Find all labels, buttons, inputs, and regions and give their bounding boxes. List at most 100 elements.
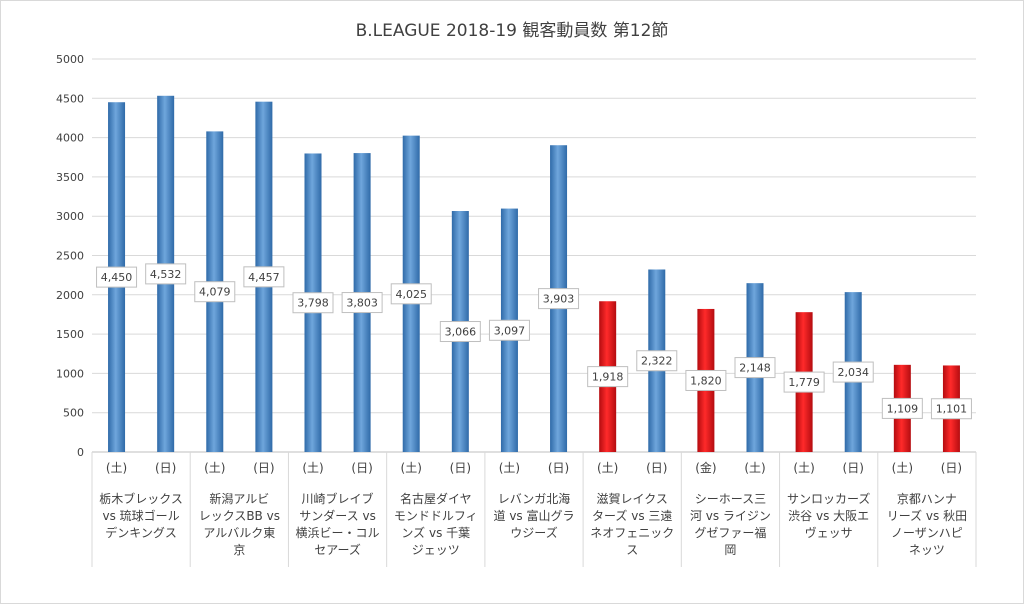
data-label-box (194, 281, 236, 303)
data-label: 4,532 (150, 268, 182, 281)
day-label: (日) (843, 461, 864, 475)
data-label-box (145, 263, 187, 285)
data-label: 1,109 (887, 402, 919, 415)
data-label-box (832, 361, 874, 383)
day-label: (土) (302, 461, 323, 475)
group-label: ノーザンハピ (891, 526, 963, 540)
y-tick-label: 4000 (56, 132, 84, 145)
day-label: (日) (155, 461, 176, 475)
day-label: (土) (401, 461, 422, 475)
data-label-box (439, 321, 481, 343)
group-label: シーホース三 (695, 492, 766, 506)
data-label: 4,079 (199, 286, 231, 299)
group-label: ンズ vs 千葉 (401, 525, 470, 540)
day-label: (土) (204, 461, 225, 475)
group-label: 渋谷 vs 大阪エ (788, 509, 869, 523)
y-tick-label: 0 (77, 446, 84, 459)
data-label-box (783, 371, 825, 393)
day-label: (日) (646, 461, 667, 475)
data-label-box (341, 292, 383, 314)
data-label-box (734, 357, 776, 379)
y-tick-label: 3000 (56, 210, 84, 223)
group-label: 横浜ビー・コル (296, 526, 380, 540)
data-label-box (96, 266, 138, 288)
group-label: 川崎ブレイブ (302, 491, 374, 506)
data-label: 3,803 (346, 297, 378, 310)
gridlines (92, 58, 976, 453)
group-label: ジェッツ (412, 543, 460, 557)
data-label-box (636, 350, 678, 372)
data-label: 2,034 (837, 366, 869, 379)
data-label-box (390, 283, 432, 305)
chart-title: B.LEAGUE 2018-19 観客動員数 第12節 (356, 21, 669, 41)
y-tick-label: 5000 (56, 53, 84, 66)
group-label: アルバルク東 (203, 526, 275, 540)
data-label: 3,903 (543, 293, 575, 306)
group-label: vs 琉球ゴール (103, 508, 180, 523)
y-tick-label: 2000 (56, 289, 84, 302)
day-label: (日) (941, 461, 962, 475)
group-label: 名古屋ダイヤ (400, 491, 472, 506)
data-label: 2,148 (739, 362, 771, 375)
y-tick-label: 4500 (56, 92, 84, 105)
data-label: 3,066 (445, 326, 477, 339)
data-label: 3,798 (297, 297, 329, 310)
data-label: 3,097 (494, 324, 526, 337)
group-label: 京都ハンナ (897, 492, 957, 506)
group-label: リーズ vs 秋田 (887, 508, 967, 523)
group-label: サンダース vs (299, 508, 376, 523)
data-label-box (243, 266, 285, 288)
group-label: ウジーズ (510, 525, 557, 540)
group-label: レバンガ北海 (498, 491, 571, 506)
group-label: 滋賀レイクス (597, 492, 668, 506)
group-label: 京 (233, 543, 245, 557)
data-label: 2,322 (641, 355, 673, 368)
data-label-box (881, 397, 923, 419)
day-label: (金) (695, 460, 716, 475)
data-label-box (292, 292, 334, 314)
group-label: デンキングス (105, 525, 177, 540)
day-label: (土) (106, 461, 127, 475)
data-label-box (930, 398, 972, 420)
data-label: 4,450 (101, 271, 133, 284)
group-label: セアーズ (314, 542, 361, 557)
group-label: レックスBB vs (199, 509, 280, 523)
group-label: モンドドルフィ (394, 509, 478, 523)
group-label: 栃木ブレックス (99, 491, 183, 506)
day-label: (日) (548, 461, 569, 475)
data-label: 4,025 (395, 288, 427, 301)
group-label: ヴェッサ (805, 525, 853, 540)
data-label: 1,918 (592, 371, 624, 384)
day-label: (日) (253, 461, 274, 475)
data-label-box (587, 366, 629, 388)
group-label: サンロッカーズ (787, 491, 870, 506)
data-label: 1,820 (690, 374, 722, 387)
group-label: ネッツ (909, 543, 945, 557)
day-label: (日) (450, 461, 471, 475)
data-label: 4,457 (248, 271, 280, 284)
group-label: ターズ vs 三遠 (592, 508, 672, 523)
y-tick-label: 500 (63, 407, 84, 420)
group-label: 新潟アルビ (209, 491, 269, 506)
day-label: (土) (892, 461, 913, 475)
day-label: (土) (793, 461, 814, 475)
y-tick-label: 2500 (56, 250, 84, 263)
data-label: 1,779 (788, 376, 820, 389)
day-label: (土) (744, 461, 765, 475)
y-tick-label: 3500 (56, 171, 84, 184)
data-label-box (538, 288, 580, 310)
group-label: 道 vs 富山グラ (494, 508, 575, 523)
day-label: (日) (351, 461, 372, 475)
bars (108, 95, 960, 453)
data-label-box (488, 319, 530, 341)
group-label: ネオフェニック (590, 526, 674, 540)
data-label-box (685, 369, 727, 391)
group-label: グゼファー福 (694, 525, 766, 540)
group-label: ス (626, 543, 638, 557)
group-label: 河 vs ライジン (690, 509, 771, 523)
group-label: 岡 (724, 543, 736, 557)
data-labels: 4,450 4,532 4,079 4,457 3,798 3,803 4,025 3,066… (96, 263, 972, 420)
y-tick-label: 1500 (56, 328, 84, 341)
